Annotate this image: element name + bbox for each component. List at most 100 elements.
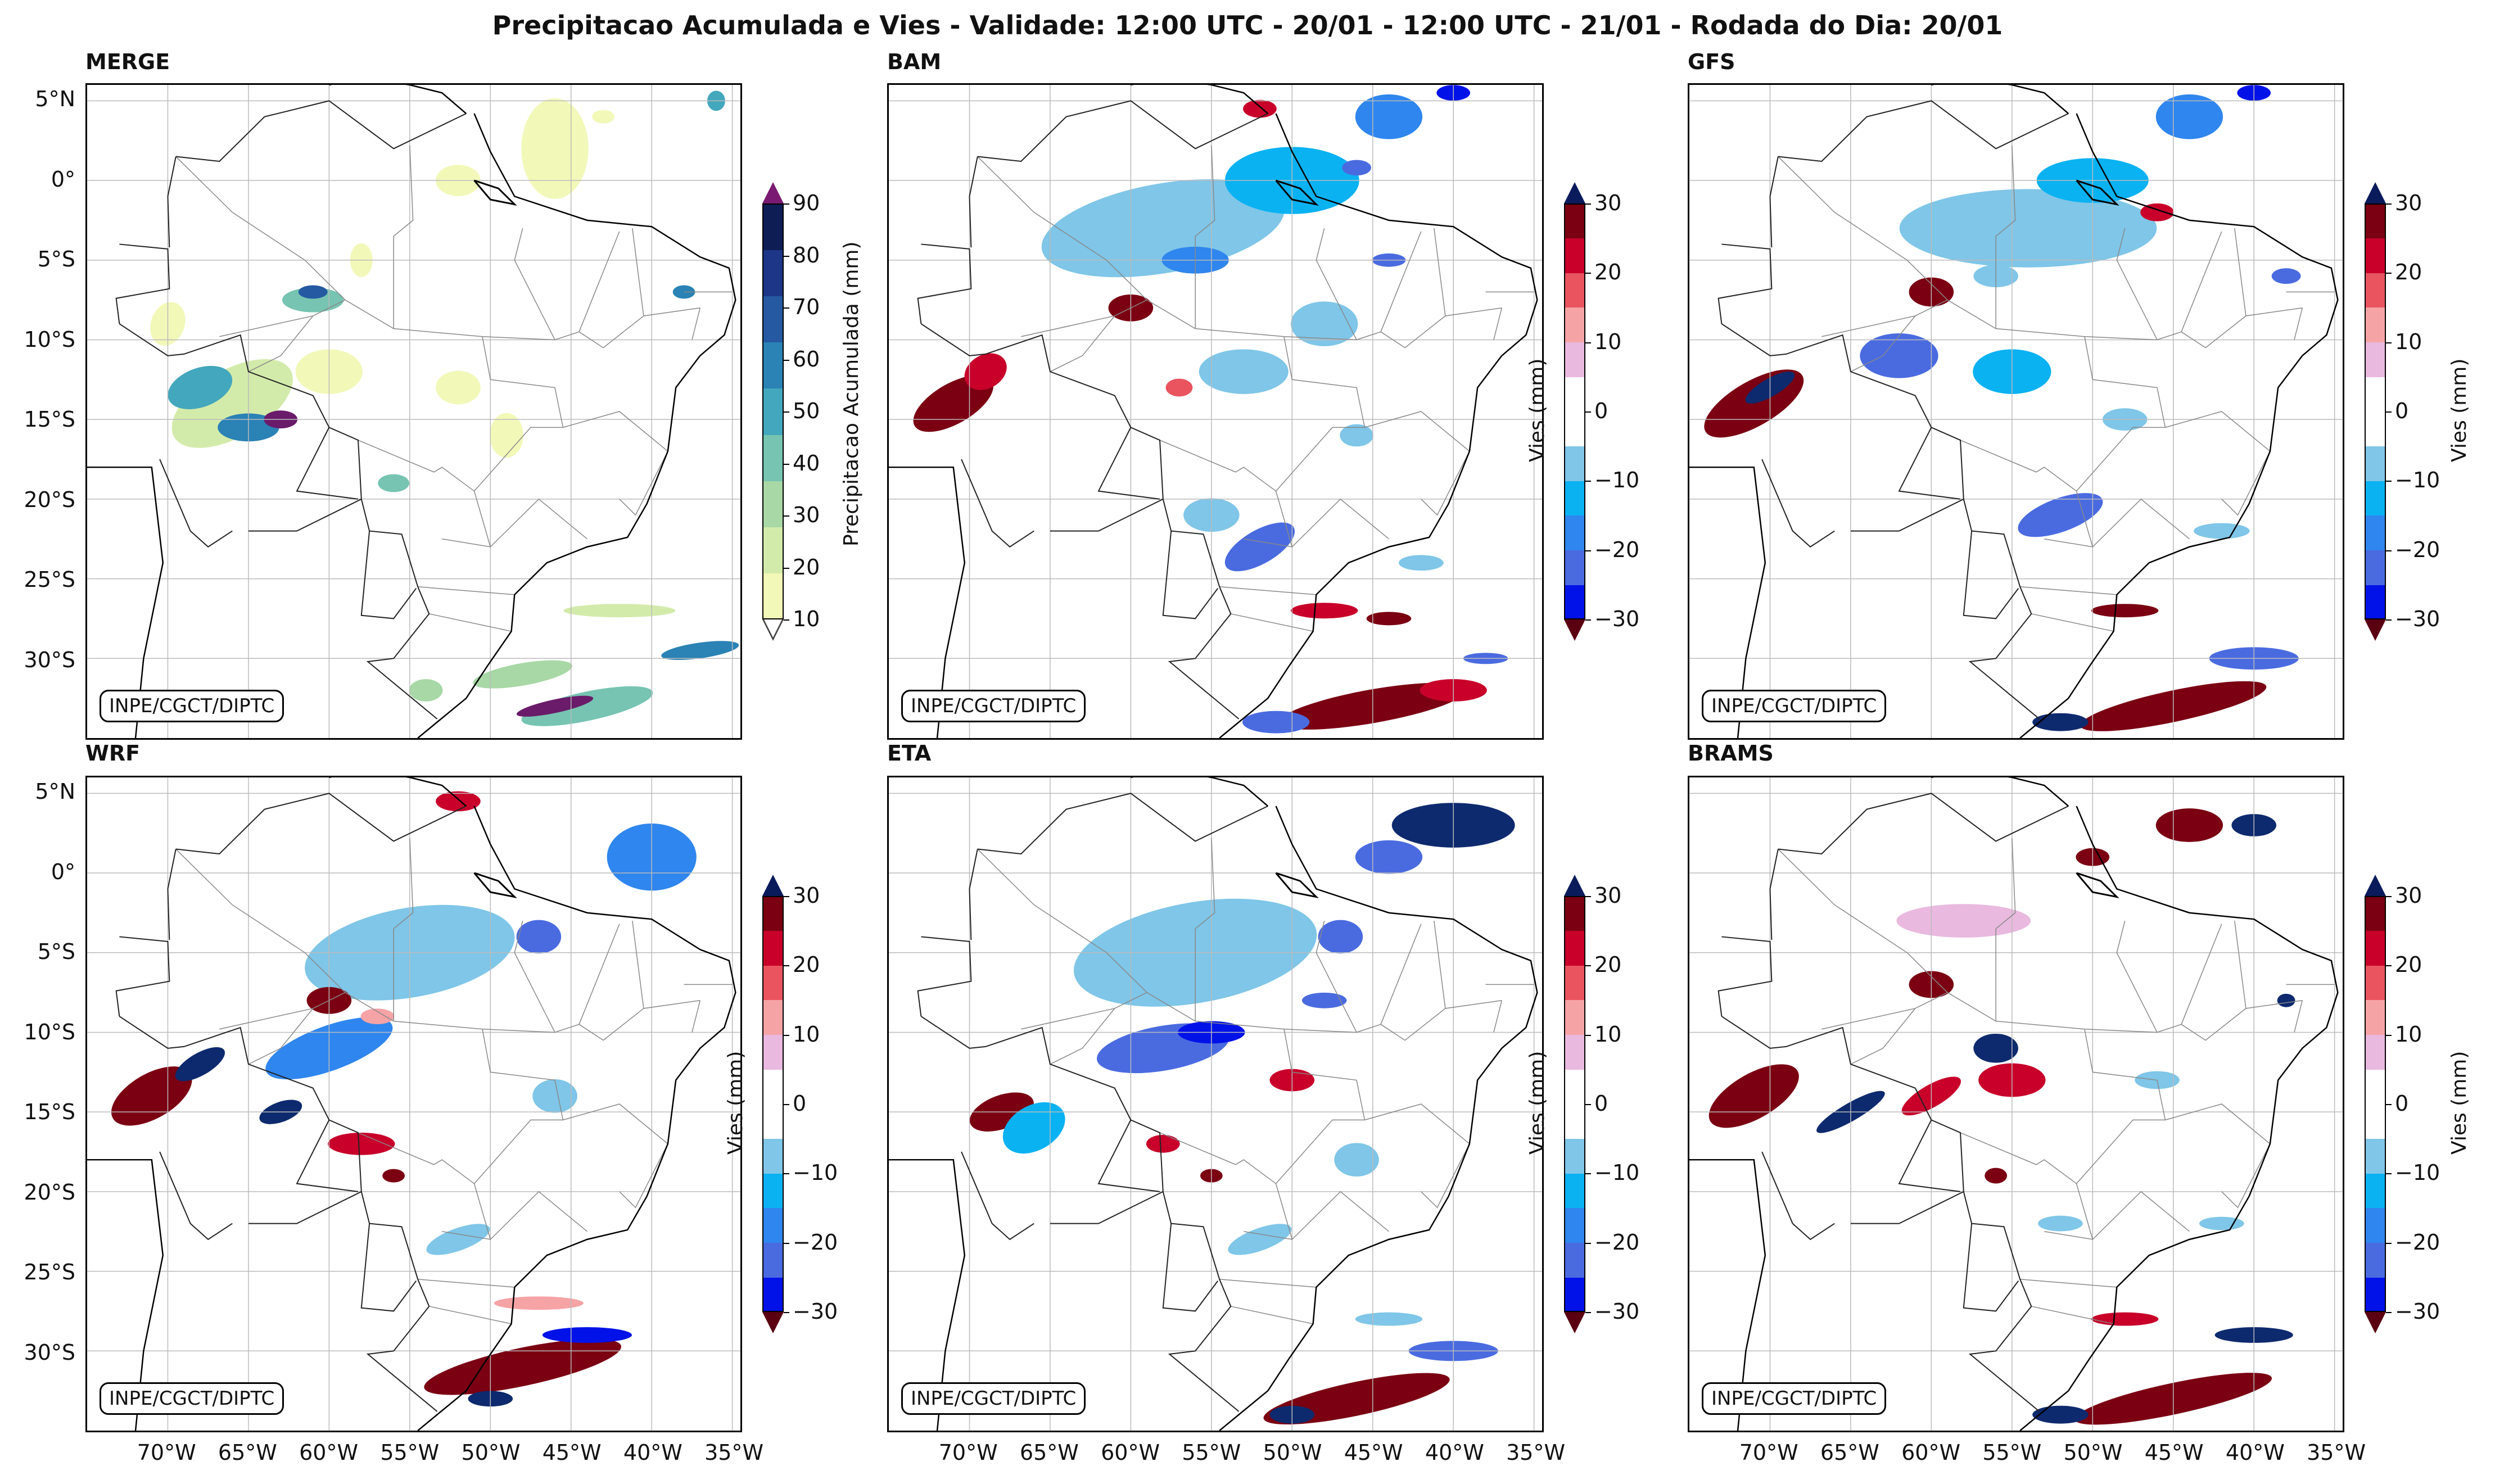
colorbar-tick-mark bbox=[2386, 619, 2392, 621]
colorbar-tick-label: −20 bbox=[2395, 537, 2440, 562]
state-border bbox=[1421, 1143, 1470, 1209]
colorbar-segment bbox=[762, 1000, 784, 1035]
state-border bbox=[1821, 299, 2303, 349]
colorbar-extend-min bbox=[762, 1312, 784, 1333]
coastline bbox=[1131, 777, 1269, 807]
lat-tick-label: 20°S bbox=[24, 1179, 75, 1205]
state-border bbox=[175, 849, 346, 993]
lon-tick-label: 60°W bbox=[299, 1440, 359, 1465]
colorbar-segment bbox=[1564, 550, 1585, 585]
colorbar-tick-label: 20 bbox=[793, 554, 820, 580]
lat-tick-label: 5°S bbox=[37, 939, 75, 965]
colorbar-tick-mark bbox=[784, 1242, 789, 1244]
country-border bbox=[296, 427, 359, 500]
colorbar-tick-label: 10 bbox=[2395, 1021, 2422, 1047]
country-border bbox=[1850, 1191, 1964, 1224]
state-border bbox=[691, 1000, 700, 1033]
coastline bbox=[889, 1159, 966, 1431]
colorbar-tick-mark bbox=[2386, 342, 2392, 343]
colorbar-segment bbox=[1564, 1208, 1585, 1243]
lat-tick-label: 10°S bbox=[24, 1019, 75, 1044]
state-border bbox=[1821, 992, 2303, 1041]
precip-field-blob bbox=[1334, 1143, 1379, 1177]
country-border bbox=[1761, 1151, 1835, 1241]
country-border bbox=[977, 793, 1268, 855]
precip-field-blob bbox=[2038, 1215, 2083, 1232]
colorbar-segment bbox=[2365, 307, 2386, 343]
precip-field-blob bbox=[2155, 808, 2223, 842]
precip-field-blob bbox=[1896, 904, 2031, 938]
state-border bbox=[2020, 586, 2117, 595]
precip-field-blob bbox=[1342, 160, 1371, 176]
precip-field-blob bbox=[532, 1079, 577, 1113]
country-border bbox=[920, 323, 1240, 720]
precip-field-blob bbox=[1290, 301, 1358, 346]
state-border bbox=[563, 411, 668, 452]
colorbar-extend-max bbox=[2365, 875, 2386, 896]
marajo-island bbox=[1275, 179, 1319, 206]
state-border bbox=[2031, 1306, 2114, 1324]
colorbar-segment bbox=[2365, 1138, 2386, 1174]
precip-field-blob bbox=[2277, 993, 2295, 1007]
colorbar-segment bbox=[1564, 1277, 1585, 1313]
precip-field-blob bbox=[1002, 1102, 1065, 1154]
country-border bbox=[115, 936, 170, 1017]
precip-field-blob bbox=[2155, 94, 2223, 139]
precip-field-blob bbox=[168, 365, 233, 410]
state-border bbox=[2294, 307, 2303, 340]
precip-field-blob bbox=[1366, 612, 1412, 626]
country-border bbox=[1717, 243, 1773, 324]
marajo-island bbox=[2076, 179, 2119, 206]
colorbar-tick-label: −20 bbox=[2395, 1229, 2440, 1255]
lon-tick-label: 70°W bbox=[137, 1440, 196, 1465]
colorbar-segment bbox=[1564, 1242, 1585, 1278]
lon-tick-label: 45°W bbox=[542, 1440, 602, 1465]
colorbar-tick-mark bbox=[1585, 481, 1591, 482]
colorbar-tick-mark bbox=[1585, 550, 1591, 551]
colorbar-tick-label: −30 bbox=[2395, 607, 2440, 631]
state-border bbox=[1960, 1029, 2166, 1184]
colorbar-tick-mark bbox=[1585, 342, 1591, 343]
colorbar-tick-label: 40 bbox=[793, 450, 820, 476]
country-border bbox=[917, 243, 972, 324]
precip-field-blob bbox=[360, 1008, 395, 1025]
country-border bbox=[159, 459, 233, 548]
state-border bbox=[1021, 299, 1502, 349]
precip-field-blob bbox=[1860, 333, 1938, 378]
colorbar-frame bbox=[2365, 896, 2386, 1312]
colorbar-segment bbox=[1564, 377, 1585, 412]
state-border bbox=[2294, 1000, 2303, 1033]
state-border bbox=[1219, 1279, 1317, 1288]
colorbar-tick-mark bbox=[784, 896, 789, 897]
colorbar-extend-max bbox=[1564, 875, 1585, 896]
coastline bbox=[1131, 85, 1269, 114]
colorbar-tick-mark bbox=[784, 411, 789, 413]
precip-field-blob bbox=[436, 791, 481, 812]
precip-field-blob bbox=[111, 1066, 192, 1126]
colorbar-tick-label: 10 bbox=[793, 1021, 820, 1047]
state-border bbox=[1778, 849, 1948, 993]
lon-tick-label: 50°W bbox=[1263, 1440, 1322, 1465]
country-border bbox=[969, 156, 978, 248]
state-border bbox=[2165, 1103, 2271, 1144]
colorbar-tick-label: 0 bbox=[2395, 399, 2409, 423]
state-border bbox=[358, 1029, 564, 1184]
colorbar-segment bbox=[2365, 203, 2386, 239]
state-border bbox=[1493, 1000, 1502, 1033]
colorbar-segment bbox=[1564, 515, 1585, 551]
lat-tick-label: 15°S bbox=[24, 1100, 75, 1125]
state-border bbox=[2181, 231, 2222, 332]
state-border bbox=[1291, 1191, 1389, 1240]
colorbar-tick-mark bbox=[1585, 1312, 1591, 1313]
state-border bbox=[2020, 1279, 2117, 1288]
colorbar-label-merge: Precipitacao Acumulada (mm) bbox=[840, 241, 863, 546]
state-border bbox=[2221, 1143, 2271, 1209]
precip-field-blob bbox=[672, 285, 695, 299]
colorbar-segment bbox=[2365, 515, 2386, 551]
country-border bbox=[1162, 1223, 1219, 1312]
colorbar-extend-min bbox=[2365, 1312, 2386, 1333]
coastline bbox=[1219, 113, 1538, 738]
colorbar-eta bbox=[1564, 875, 1585, 1333]
precip-field-blob bbox=[175, 1047, 225, 1082]
colorbar-tick-label: −30 bbox=[1594, 1299, 1640, 1324]
